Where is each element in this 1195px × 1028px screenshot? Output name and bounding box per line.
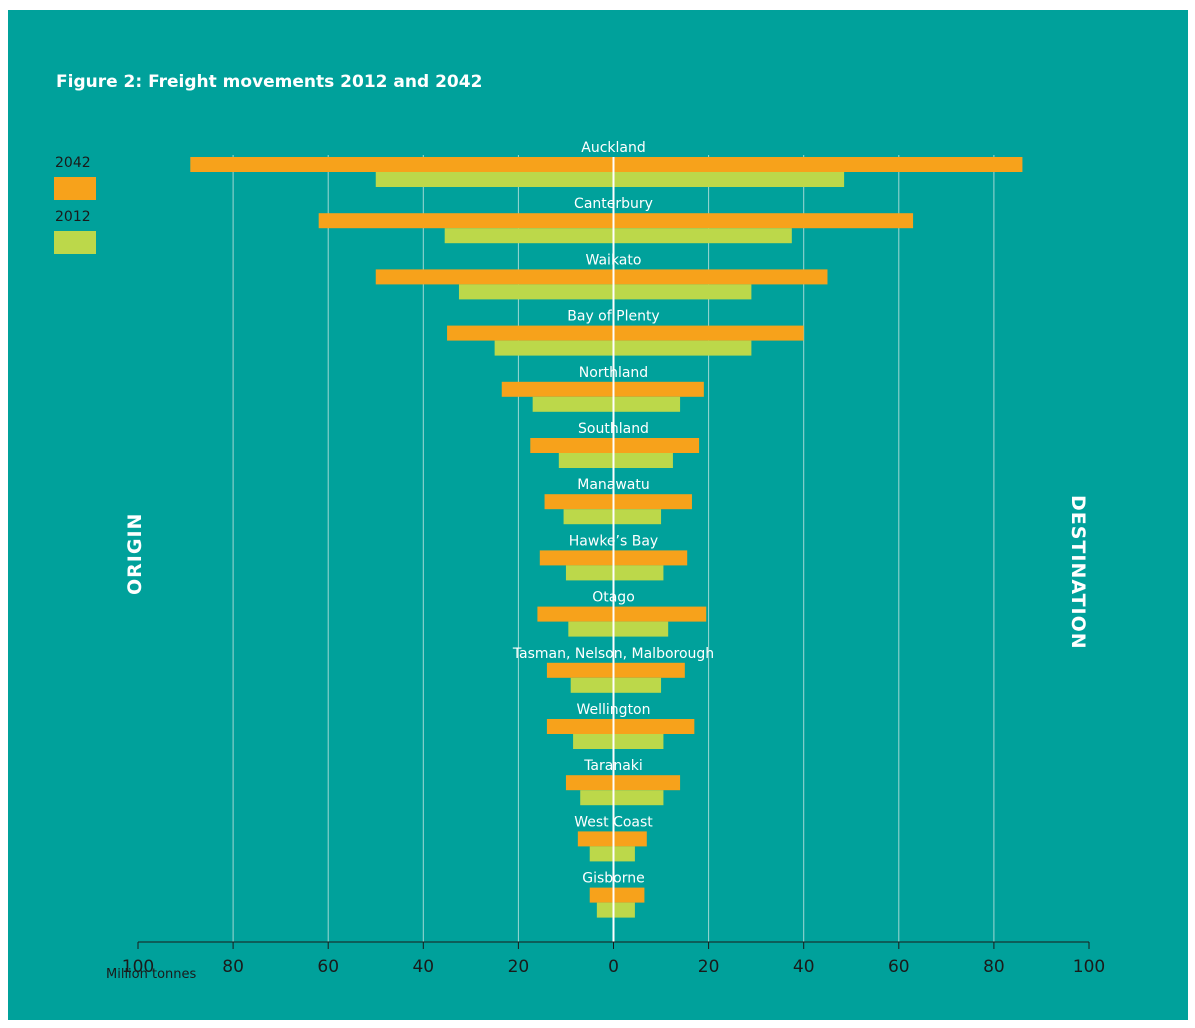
legend: 2042 2012 bbox=[54, 155, 96, 254]
region-label: Northland bbox=[579, 365, 648, 381]
bar-origin-2042 bbox=[565, 775, 614, 791]
x-tick-label: 100 bbox=[122, 957, 154, 977]
bar-destination-2012 bbox=[613, 228, 792, 244]
region-label: Tasman, Nelson, Malborough bbox=[512, 646, 714, 662]
bar-destination-2042 bbox=[613, 550, 688, 566]
bar-destination-2042 bbox=[613, 606, 707, 622]
bar-origin-2012 bbox=[570, 677, 614, 693]
freight-chart: Figure 2: Freight movements 2012 and 204… bbox=[54, 72, 1105, 982]
bar-destination-2012 bbox=[613, 453, 673, 468]
bar-destination-2012 bbox=[613, 565, 664, 581]
region-label: Hawke’s Bay bbox=[569, 533, 658, 549]
bar-origin-2042 bbox=[375, 269, 614, 285]
bar-destination-2042 bbox=[613, 325, 804, 341]
bar-origin-2042 bbox=[537, 606, 614, 622]
bar-destination-2042 bbox=[613, 157, 1023, 172]
bar-destination-2042 bbox=[613, 494, 692, 510]
origin-label: ORIGIN bbox=[124, 513, 146, 595]
region-label: Wellington bbox=[577, 702, 651, 718]
region-label: West Coast bbox=[574, 814, 653, 830]
x-tick-label: 40 bbox=[412, 957, 434, 977]
legend-swatch-2042 bbox=[54, 177, 96, 200]
bar-origin-2042 bbox=[501, 381, 614, 397]
bar-origin-2012 bbox=[444, 228, 614, 244]
bar-origin-2042 bbox=[190, 157, 614, 172]
x-tick-label: 60 bbox=[888, 957, 910, 977]
bar-origin-2012 bbox=[532, 396, 614, 412]
bar-origin-2012 bbox=[589, 846, 614, 862]
bar-destination-2042 bbox=[613, 887, 645, 903]
legend-label-2042: 2042 bbox=[55, 155, 91, 171]
bar-destination-2012 bbox=[613, 902, 635, 918]
bar-destination-2042 bbox=[613, 438, 700, 453]
destination-label: DESTINATION bbox=[1067, 495, 1089, 650]
bar-destination-2012 bbox=[613, 621, 669, 637]
bar-destination-2042 bbox=[613, 381, 704, 397]
bar-destination-2012 bbox=[613, 396, 681, 412]
region-label: Otago bbox=[592, 590, 635, 606]
bar-origin-2042 bbox=[447, 325, 614, 341]
legend-swatch-2012 bbox=[54, 231, 96, 254]
bar-destination-2012 bbox=[613, 846, 635, 862]
bar-origin-2042 bbox=[544, 494, 614, 510]
bar-destination-2042 bbox=[613, 719, 695, 734]
bar-destination-2012 bbox=[613, 284, 752, 300]
bar-origin-2042 bbox=[589, 887, 614, 903]
region-label: Auckland bbox=[581, 140, 645, 156]
x-tick-label: 40 bbox=[793, 957, 815, 977]
bar-origin-2042 bbox=[539, 550, 614, 566]
bar-origin-2012 bbox=[565, 565, 614, 581]
bar-origin-2012 bbox=[596, 902, 614, 918]
bar-origin-2012 bbox=[573, 734, 614, 749]
bar-destination-2042 bbox=[613, 662, 685, 678]
bar-origin-2042 bbox=[318, 213, 614, 229]
x-axis: 100 80 60 40 20 0 20 40 60 80 100 bbox=[122, 941, 1105, 977]
legend-label-2012: 2012 bbox=[55, 209, 91, 225]
bar-origin-2012 bbox=[494, 340, 614, 356]
bar-origin-2042 bbox=[546, 662, 614, 678]
bar-origin-2042 bbox=[577, 831, 614, 847]
bar-destination-2012 bbox=[613, 172, 845, 187]
bar-origin-2012 bbox=[563, 509, 614, 525]
bar-destination-2042 bbox=[613, 831, 647, 847]
x-tick-label: 0 bbox=[608, 957, 619, 977]
region-label: Manawatu bbox=[577, 477, 650, 493]
x-tick-label: 80 bbox=[983, 957, 1005, 977]
bar-origin-2042 bbox=[530, 438, 614, 453]
x-axis-label: Million tonnes bbox=[106, 967, 197, 982]
region-label: Bay of Plenty bbox=[567, 309, 659, 325]
region-label: Taranaki bbox=[583, 758, 643, 774]
bar-origin-2042 bbox=[546, 719, 614, 734]
bar-destination-2012 bbox=[613, 340, 752, 356]
region-label: Canterbury bbox=[574, 196, 653, 212]
region-labels: Auckland Canterbury Waikato Bay of Plenty No… bbox=[512, 140, 714, 887]
bar-destination-2012 bbox=[613, 509, 662, 525]
bar-origin-2012 bbox=[580, 790, 614, 806]
x-tick-label: 60 bbox=[317, 957, 339, 977]
region-label: Waikato bbox=[586, 252, 642, 268]
bars bbox=[190, 157, 1023, 942]
chart-panel: Figure 2: Freight movements 2012 and 204… bbox=[8, 10, 1188, 1020]
region-label: Gisborne bbox=[582, 871, 644, 887]
x-tick-label: 80 bbox=[222, 957, 244, 977]
bar-destination-2042 bbox=[613, 269, 828, 285]
x-tick-label: 20 bbox=[698, 957, 720, 977]
bar-destination-2012 bbox=[613, 677, 662, 693]
bar-destination-2012 bbox=[613, 734, 664, 749]
bar-destination-2042 bbox=[613, 213, 914, 229]
bar-destination-2012 bbox=[613, 790, 664, 806]
bar-origin-2012 bbox=[375, 172, 614, 187]
x-tick-label: 100 bbox=[1073, 957, 1105, 977]
bar-origin-2012 bbox=[558, 453, 614, 468]
bar-origin-2012 bbox=[568, 621, 614, 637]
region-label: Southland bbox=[578, 421, 649, 437]
bar-origin-2012 bbox=[458, 284, 614, 300]
bar-destination-2042 bbox=[613, 775, 681, 791]
chart-title: Figure 2: Freight movements 2012 and 204… bbox=[56, 72, 482, 92]
x-tick-label: 20 bbox=[508, 957, 530, 977]
